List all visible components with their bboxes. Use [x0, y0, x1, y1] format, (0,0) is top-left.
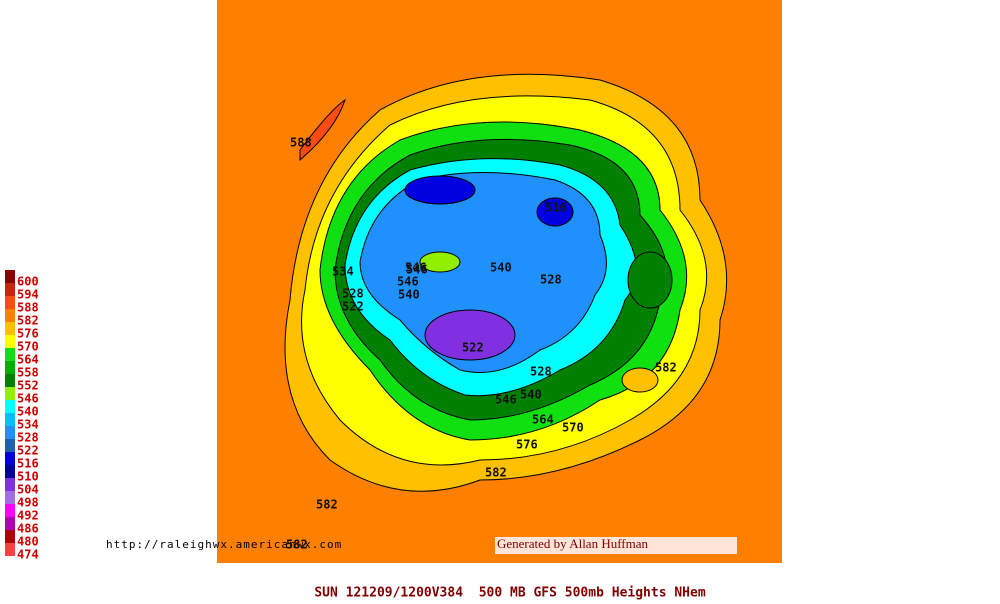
legend-label: 588: [17, 301, 39, 315]
legend-label: 600: [17, 275, 39, 289]
legend-swatch: [5, 452, 15, 465]
legend-label: 576: [17, 327, 39, 341]
legend-label: 498: [17, 496, 39, 510]
contour-label: 528: [540, 273, 562, 287]
legend-swatch: [5, 517, 15, 530]
legend-swatch: [5, 439, 15, 452]
legend-swatch: [5, 374, 15, 387]
legend-swatch: [5, 348, 15, 361]
legend-label: 522: [17, 444, 39, 458]
legend-label: 474: [17, 548, 39, 562]
credit-box: [495, 537, 737, 554]
contour-label: 540: [490, 261, 512, 275]
legend-label: 594: [17, 288, 39, 302]
high-546: [419, 251, 461, 273]
map: Generated by Allan Huffman http://raleig…: [106, 0, 782, 563]
legend-swatch: [5, 309, 15, 322]
legend-label: 480: [17, 535, 39, 549]
legend-swatch: [5, 283, 15, 296]
contour-label: 564: [532, 413, 554, 427]
legend-swatch: [5, 530, 15, 543]
contour-label: 528: [342, 287, 364, 301]
low-516: [404, 175, 476, 205]
legend-swatch: [5, 426, 15, 439]
legend-swatch: [5, 361, 15, 374]
legend-swatch: [5, 413, 15, 426]
legend-swatch: [5, 322, 15, 335]
contour-label: 582: [655, 361, 677, 375]
legend-label: 504: [17, 483, 39, 497]
contour-label: 582: [485, 466, 507, 480]
legend-label: 492: [17, 509, 39, 523]
legend-label: 582: [17, 314, 39, 328]
legend: 6005945885825765705645585525465405345285…: [5, 270, 39, 562]
contour-label: 546: [495, 393, 517, 407]
legend-swatch: [5, 543, 15, 556]
legend-swatch: [5, 465, 15, 478]
contour-label: 522: [462, 341, 484, 355]
legend-label: 546: [17, 392, 39, 406]
legend-label: 552: [17, 379, 39, 393]
contour-label: 516: [545, 201, 567, 215]
legend-label: 570: [17, 340, 39, 354]
contour-label: 540: [520, 388, 542, 402]
contour-label: 582: [316, 498, 338, 512]
contour-label: 528: [530, 365, 552, 379]
legend-swatch: [5, 270, 15, 283]
legend-swatch: [5, 387, 15, 400]
contour-label: 570: [562, 421, 584, 435]
legend-label: 534: [17, 418, 39, 432]
legend-label: 510: [17, 470, 39, 484]
contour-label: 576: [516, 438, 538, 452]
contour-label: 534: [332, 265, 354, 279]
contour-label: 522: [342, 300, 364, 314]
legend-swatch: [5, 335, 15, 348]
contour-label: 588: [290, 136, 312, 150]
high-576: [621, 367, 659, 393]
url: http://raleighwx.americanwx.com: [106, 538, 342, 551]
low-504: [424, 309, 516, 361]
legend-swatch: [5, 478, 15, 491]
legend-label: 516: [17, 457, 39, 471]
legend-swatch: [5, 491, 15, 504]
contour-label: 546: [406, 263, 428, 277]
legend-label: 558: [17, 366, 39, 380]
legend-swatch: [5, 296, 15, 309]
contour-label: 546: [397, 275, 419, 289]
legend-label: 540: [17, 405, 39, 419]
contour-label: 582: [286, 538, 308, 552]
legend-label: 564: [17, 353, 39, 367]
credit: Generated by Allan Huffman: [497, 536, 649, 551]
contour-label: 546: [405, 261, 427, 275]
legend-swatch: [5, 400, 15, 413]
contour-label: 540: [398, 288, 420, 302]
low-516: [536, 197, 574, 227]
contour-588: [299, 98, 346, 162]
legend-swatch: [5, 504, 15, 517]
footer: SUN 121209/1200V384 500 MB GFS 500mb Hei…: [314, 586, 706, 601]
legend-label: 486: [17, 522, 39, 536]
high-552: [627, 251, 673, 309]
legend-label: 528: [17, 431, 39, 445]
